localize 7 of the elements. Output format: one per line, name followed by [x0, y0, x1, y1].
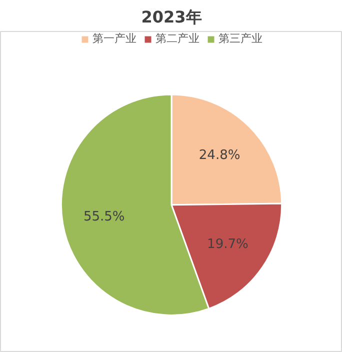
legend-label: 第三产业 — [218, 31, 262, 46]
chart-title: 2023年 — [141, 8, 202, 26]
data-label: 19.7% — [207, 236, 248, 252]
data-label: 55.5% — [83, 209, 125, 224]
legend-label: 第二产业 — [156, 31, 200, 46]
data-label: 24.8% — [198, 148, 240, 164]
legend-label: 第一产业 — [92, 31, 136, 46]
